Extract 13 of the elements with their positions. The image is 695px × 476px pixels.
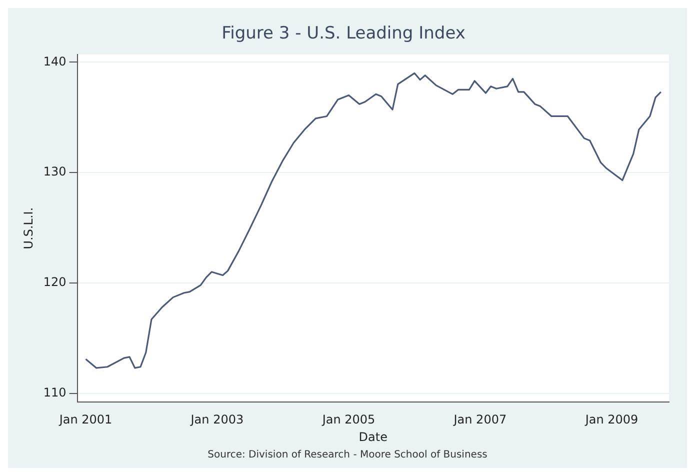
x-tick-label: Jan 2009 bbox=[584, 412, 638, 427]
y-tick-label: 130 bbox=[43, 164, 66, 179]
x-tick-label: Jan 2003 bbox=[190, 412, 244, 427]
x-tick-label: Jan 2005 bbox=[321, 412, 376, 427]
x-axis-title: Date bbox=[358, 430, 388, 444]
y-tick-label: 110 bbox=[43, 385, 66, 400]
source-note: Source: Division of Research - Moore School of Business bbox=[208, 450, 488, 461]
y-tick-label: 120 bbox=[43, 275, 66, 290]
y-axis-title: U.S.L.I. bbox=[21, 207, 36, 250]
chart-title: Figure 3 - U.S. Leading Index bbox=[222, 24, 466, 44]
x-tick-label: Jan 2007 bbox=[452, 412, 507, 427]
x-tick-label: Jan 2001 bbox=[58, 412, 112, 427]
y-tick-label: 140 bbox=[43, 54, 66, 68]
